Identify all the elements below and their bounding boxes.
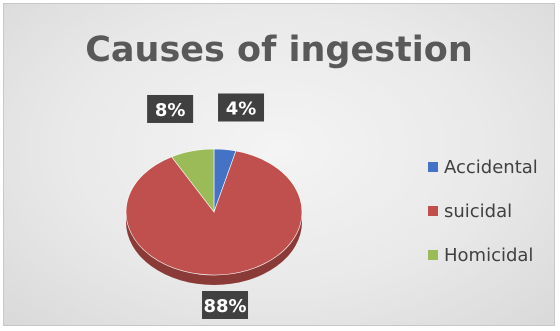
pie-slices-group: [125, 148, 303, 276]
chart-area: Causes of ingestion 4% 88% 8% Accidental s…: [3, 3, 555, 326]
data-label-suicidal: 88%: [202, 291, 249, 319]
pie-plot: 4% 88% 8%: [125, 93, 303, 319]
chart-title: Causes of ingestion: [85, 30, 473, 70]
data-label-box: [147, 94, 194, 123]
legend-swatch-suicidal: [428, 206, 438, 216]
data-label-box: [202, 291, 249, 319]
legend-item-homicidal: Homicidal: [428, 242, 538, 268]
legend-label-accidental: Accidental: [444, 156, 538, 178]
data-label-box: [218, 93, 265, 122]
legend-label-suicidal: suicidal: [444, 200, 513, 222]
data-label-text: 8%: [155, 100, 186, 121]
pie-slice-homicidal: [171, 148, 215, 213]
data-label-text: 4%: [226, 98, 257, 119]
data-label-text: 88%: [203, 296, 246, 317]
pie-slice-suicidal: [125, 150, 303, 276]
legend-label-homicidal: Homicidal: [444, 244, 534, 266]
legend-swatch-accidental: [428, 162, 438, 172]
legend-swatch-homicidal: [428, 250, 438, 260]
chart-legend: Accidental suicidal Homicidal: [428, 154, 538, 286]
data-label-homicidal: 8%: [147, 94, 194, 123]
data-labels-group: 4% 88% 8%: [147, 93, 265, 319]
legend-item-suicidal: suicidal: [428, 198, 538, 224]
data-label-accidental: 4%: [218, 93, 265, 122]
legend-item-accidental: Accidental: [428, 154, 538, 180]
